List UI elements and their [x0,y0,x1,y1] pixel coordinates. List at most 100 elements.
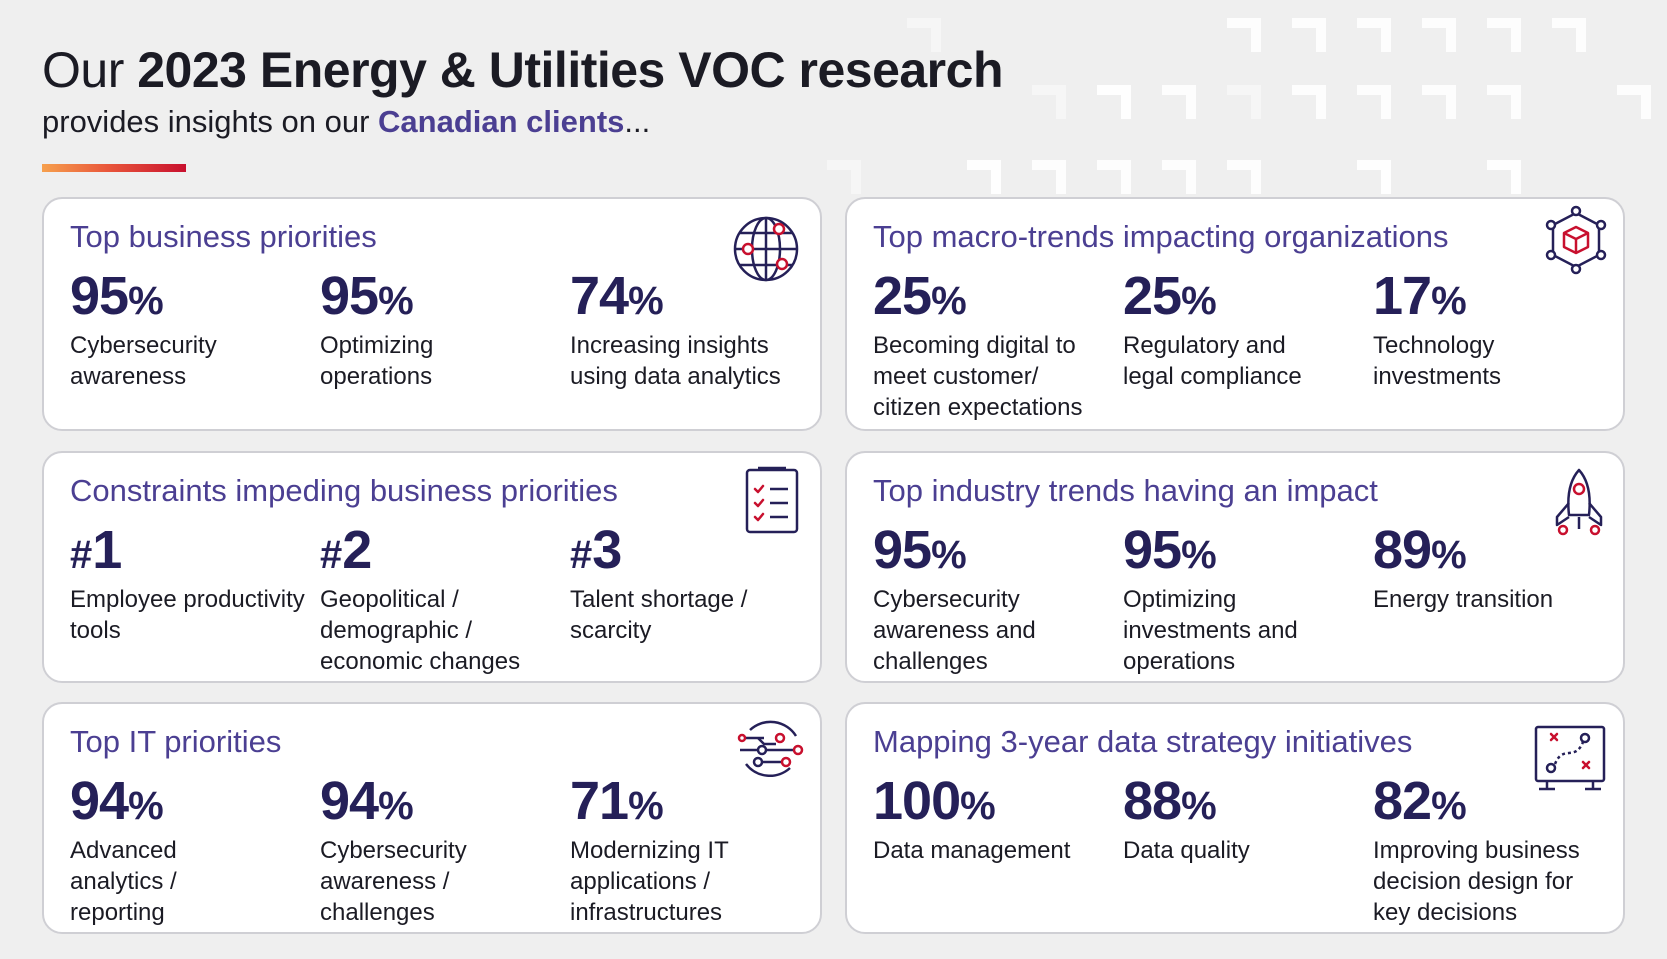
stat-item: 95% Cybersecurity awareness [70,267,310,392]
title-bold: 2023 Energy & Utilities VOC research [137,42,1003,98]
stat-label: Data quality [1123,837,1250,864]
stat-value: 100% [873,772,1113,835]
stat-unit: % [628,279,664,323]
stat-item: 89% Energy transition [1373,521,1603,615]
stat-label: Energy transition [1373,586,1554,613]
stat-label: Technology investments [1373,332,1502,390]
stat-number: 25 [1123,266,1182,326]
stat-item: #1 Employee productivity tools [70,521,310,646]
stat-item: 17% Technology investments [1373,267,1573,392]
stat-value: 94% [320,772,540,835]
stat-item: 94% Cybersecurity awareness / challenges [320,772,540,928]
stat-unit: % [1431,784,1467,828]
stat-label: Regulatory and legal compliance [1123,332,1302,390]
stat-value: 74% [570,267,800,330]
stat-label: Employee productivity tools [70,586,305,644]
stat-unit: % [960,784,996,828]
card-title: Top macro-trends impacting organizations [873,219,1449,254]
stat-label: Talent shortage / scarcity [570,586,748,644]
page-header: Our 2023 Energy & Utilities VOC research… [42,40,1003,142]
stat-unit: % [378,279,414,323]
card-title: Top business priorities [70,219,377,254]
strategy-board-icon [1534,725,1606,791]
stat-unit: % [1431,279,1467,323]
stat-label: Optimizing operations [320,332,434,390]
globe-icon [733,216,799,282]
stat-item: 95% Cybersecurity awareness and challeng… [873,521,1103,677]
stat-item: 100% Data management [873,772,1113,866]
stat-value: 25% [873,267,1113,330]
page-subtitle: provides insights on our Canadian client… [42,102,1003,142]
subtitle-suffix: ... [624,104,651,139]
stat-label: Cybersecurity awareness / challenges [320,837,467,926]
stat-unit: % [1181,279,1217,323]
stat-unit: % [128,279,164,323]
stat-item: 25% Becoming digital to meet customer/ c… [873,267,1113,423]
stat-value: 82% [1373,772,1613,835]
checklist-icon [745,466,799,534]
stat-item: 95% Optimizing investments and operation… [1123,521,1353,677]
stat-value: #2 [320,521,560,584]
stat-label: Data management [873,837,1071,864]
stat-number: 2 [342,520,372,580]
stat-unit: % [931,533,967,577]
stat-prefix: # [570,533,593,577]
stat-unit: % [628,784,664,828]
stat-number: 94 [320,771,379,831]
stat-item: #2 Geopolitical / demographic / economic… [320,521,560,677]
stat-value: 71% [570,772,800,835]
page-title: Our 2023 Energy & Utilities VOC research [42,40,1003,100]
stat-label: Increasing insights using data analytics [570,332,781,390]
card-title: Top IT priorities [70,724,282,759]
card-title: Constraints impeding business priorities [70,473,618,508]
card-top-macro-trends: Top macro-trends impacting organizations… [845,197,1625,431]
stat-item: 71% Modernizing IT applications / infras… [570,772,800,928]
stat-value: 17% [1373,267,1573,330]
stat-unit: % [1431,533,1467,577]
stat-unit: % [931,279,967,323]
card-title: Top industry trends having an impact [873,473,1378,508]
stat-item: 94% Advanced analytics / reporting [70,772,270,928]
card-top-business-priorities: Top business priorities 95% Cybersecurit… [42,197,822,431]
stat-unit: % [1181,784,1217,828]
stat-number: 88 [1123,771,1182,831]
stat-number: 100 [873,771,961,831]
stat-number: 25 [873,266,932,326]
stat-label: Geopolitical / demographic / economic ch… [320,586,521,675]
stat-value: 95% [70,267,310,330]
stat-value: #3 [570,521,810,584]
stat-value: 88% [1123,772,1343,835]
stat-value: 95% [1123,521,1353,584]
stat-value: 95% [320,267,560,330]
stat-label: Cybersecurity awareness and challenges [873,586,1036,675]
stat-number: 94 [70,771,129,831]
stat-value: #1 [70,521,310,584]
stat-label: Becoming digital to meet customer/ citiz… [873,332,1083,421]
stat-value: 95% [873,521,1103,584]
circuit-icon [737,720,804,778]
stat-number: 95 [320,266,379,326]
stat-value: 94% [70,772,270,835]
stat-item: 25% Regulatory and legal compliance [1123,267,1343,392]
stat-number: 1 [92,520,122,580]
subtitle-prefix: provides insights on our [42,104,379,139]
stat-unit: % [1181,533,1217,577]
stat-unit: % [378,784,414,828]
stat-item: 95% Optimizing operations [320,267,560,392]
stat-unit: % [128,784,164,828]
stat-number: 95 [1123,520,1182,580]
card-it-priorities: Top IT priorities 94% Advanced analytics… [42,702,822,934]
stat-item: #3 Talent shortage / scarcity [570,521,810,646]
stat-number: 17 [1373,266,1432,326]
stat-label: Modernizing IT applications / infrastruc… [570,837,729,926]
subtitle-highlight: Canadian clients [378,104,625,139]
stat-value: 89% [1373,521,1603,584]
stat-item: 82% Improving business decision design f… [1373,772,1613,928]
stat-number: 82 [1373,771,1432,831]
stat-item: 88% Data quality [1123,772,1343,866]
stat-number: 74 [570,266,629,326]
stat-number: 89 [1373,520,1432,580]
stat-item: 74% Increasing insights using data analy… [570,267,800,392]
accent-bar [42,164,186,172]
stat-label: Improving business decision design for k… [1373,837,1580,926]
